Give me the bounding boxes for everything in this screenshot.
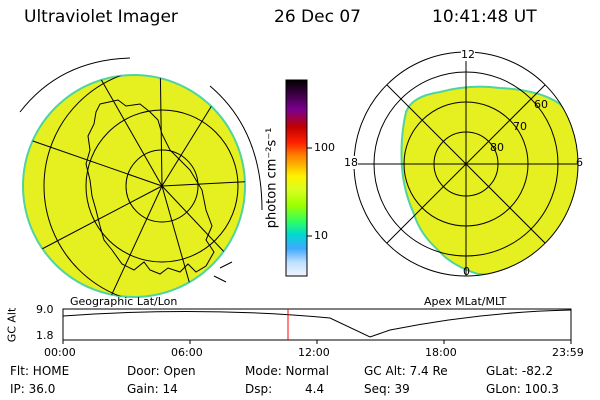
ip-value: IP: 36.0: [10, 382, 56, 396]
door-status: Door: Open: [127, 364, 196, 378]
colorbar-tick-label-100: 100: [314, 141, 335, 154]
colorbar: [285, 79, 312, 277]
colorbar-unit-label: photon cm⁻²s⁻¹: [264, 127, 280, 229]
gc-altitude: GC Alt: 7.4 Re: [364, 364, 448, 378]
altitude-curve: [62, 309, 572, 338]
mlat-label-80: 80: [490, 141, 504, 154]
instrument-title: Ultraviolet Imager: [24, 7, 178, 27]
mag-map: [353, 51, 579, 277]
altitude-plot: [62, 308, 572, 344]
time-tick-2359: 23:59: [552, 346, 584, 359]
geo-map-caption: Geographic Lat/Lon: [70, 295, 178, 308]
mlt-label-12: 12: [461, 48, 475, 61]
colorbar-strip: [285, 79, 308, 277]
mlt-label-0: 0: [463, 265, 470, 278]
geo-latitude: GLat: -82.2: [486, 364, 553, 378]
geo-map: [19, 57, 263, 298]
time-tick-0600: 06:00: [171, 346, 203, 359]
geo-aurora-fill: [22, 74, 246, 298]
time-tick-0000: 00:00: [44, 346, 76, 359]
time-tick-1200: 12:00: [298, 346, 330, 359]
flight-mode: Flt: HOME: [10, 364, 70, 378]
alt-axis-label: GC Alt: [5, 307, 19, 343]
mode-value: Mode: Normal: [245, 364, 329, 378]
mlat-label-70: 70: [513, 120, 527, 133]
alt-tick-9: 9.0: [36, 303, 54, 316]
colorbar-tick-label-10: 10: [314, 229, 328, 242]
mlat-label-60: 60: [534, 98, 548, 111]
mlt-label-6: 6: [576, 156, 583, 169]
dsp-value: 4.4: [305, 382, 325, 396]
mlt-label-18: 18: [344, 156, 358, 169]
time-label: 10:41:48 UT: [432, 7, 537, 27]
geo-longitude: GLon: 100.3: [486, 382, 559, 396]
sequence-number: Seq: 39: [364, 382, 410, 396]
dsp-label: Dsp:: [245, 382, 273, 396]
time-tick-1800: 18:00: [425, 346, 457, 359]
mag-map-caption: Apex MLat/MLT: [424, 295, 507, 308]
altitude-plot-frame: [62, 308, 572, 341]
date-label: 26 Dec 07: [274, 7, 361, 27]
gain-value: Gain: 14: [127, 382, 178, 396]
alt-tick-1-8: 1.8: [36, 329, 54, 342]
